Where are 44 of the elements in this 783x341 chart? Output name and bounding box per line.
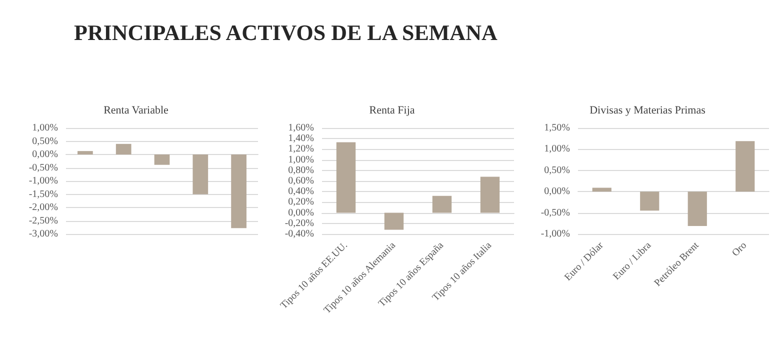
bar — [688, 192, 707, 226]
y-tick-label: 0,00% — [288, 207, 314, 218]
x-tick-label: Oro — [730, 240, 750, 259]
bar — [78, 151, 93, 154]
y-tick-label: -0,50% — [540, 207, 570, 218]
y-tick-label: 1,60% — [288, 122, 314, 134]
bar — [384, 212, 404, 230]
y-tick-label: 1,00% — [288, 154, 314, 166]
y-tick-label: -0,20% — [284, 218, 314, 229]
bar — [480, 176, 500, 213]
chart-title: Divisas y Materias Primas — [590, 104, 706, 116]
y-tick-label: -1,00% — [28, 176, 58, 186]
y-tick-label: -1,50% — [28, 188, 58, 200]
y-tick-label: -2,00% — [28, 202, 58, 213]
y-tick-label: 0,50% — [544, 164, 570, 176]
chart-title: Renta Variable — [104, 104, 169, 116]
y-tick-label: -0,40% — [284, 228, 314, 240]
bar — [336, 142, 356, 213]
y-tick-label: -2,50% — [28, 215, 58, 226]
y-tick-label: 1,50% — [544, 122, 570, 134]
y-tick-label: 1,40% — [288, 133, 314, 144]
bar — [231, 154, 246, 228]
y-tick-label: 1,20% — [288, 144, 314, 155]
bar — [154, 154, 170, 165]
bar — [192, 154, 208, 194]
y-tick-label: 0,60% — [288, 176, 314, 186]
y-tick-label: 0,50% — [32, 136, 58, 147]
y-tick-label: -0,50% — [28, 162, 58, 174]
y-tick-label: 1,00% — [32, 122, 58, 134]
y-tick-label: 0,00% — [544, 186, 570, 198]
y-tick-label: 0,20% — [288, 196, 314, 208]
chart-title: Renta Fija — [369, 104, 415, 116]
bar — [640, 192, 660, 211]
y-tick-label: 0,80% — [288, 164, 314, 176]
bar — [116, 144, 132, 154]
text: PRINCIPALES ACTIVOS DE LA SEMANA — [73, 19, 498, 47]
y-tick-label: 0,00% — [32, 149, 58, 160]
y-tick-label: 1,00% — [544, 144, 570, 155]
bar — [432, 196, 452, 213]
y-tick-label: -1,00% — [540, 228, 570, 240]
y-tick-label: -3,00% — [28, 228, 58, 240]
bar — [592, 188, 612, 192]
bar — [736, 141, 755, 192]
y-tick-label: 0,40% — [288, 186, 314, 198]
